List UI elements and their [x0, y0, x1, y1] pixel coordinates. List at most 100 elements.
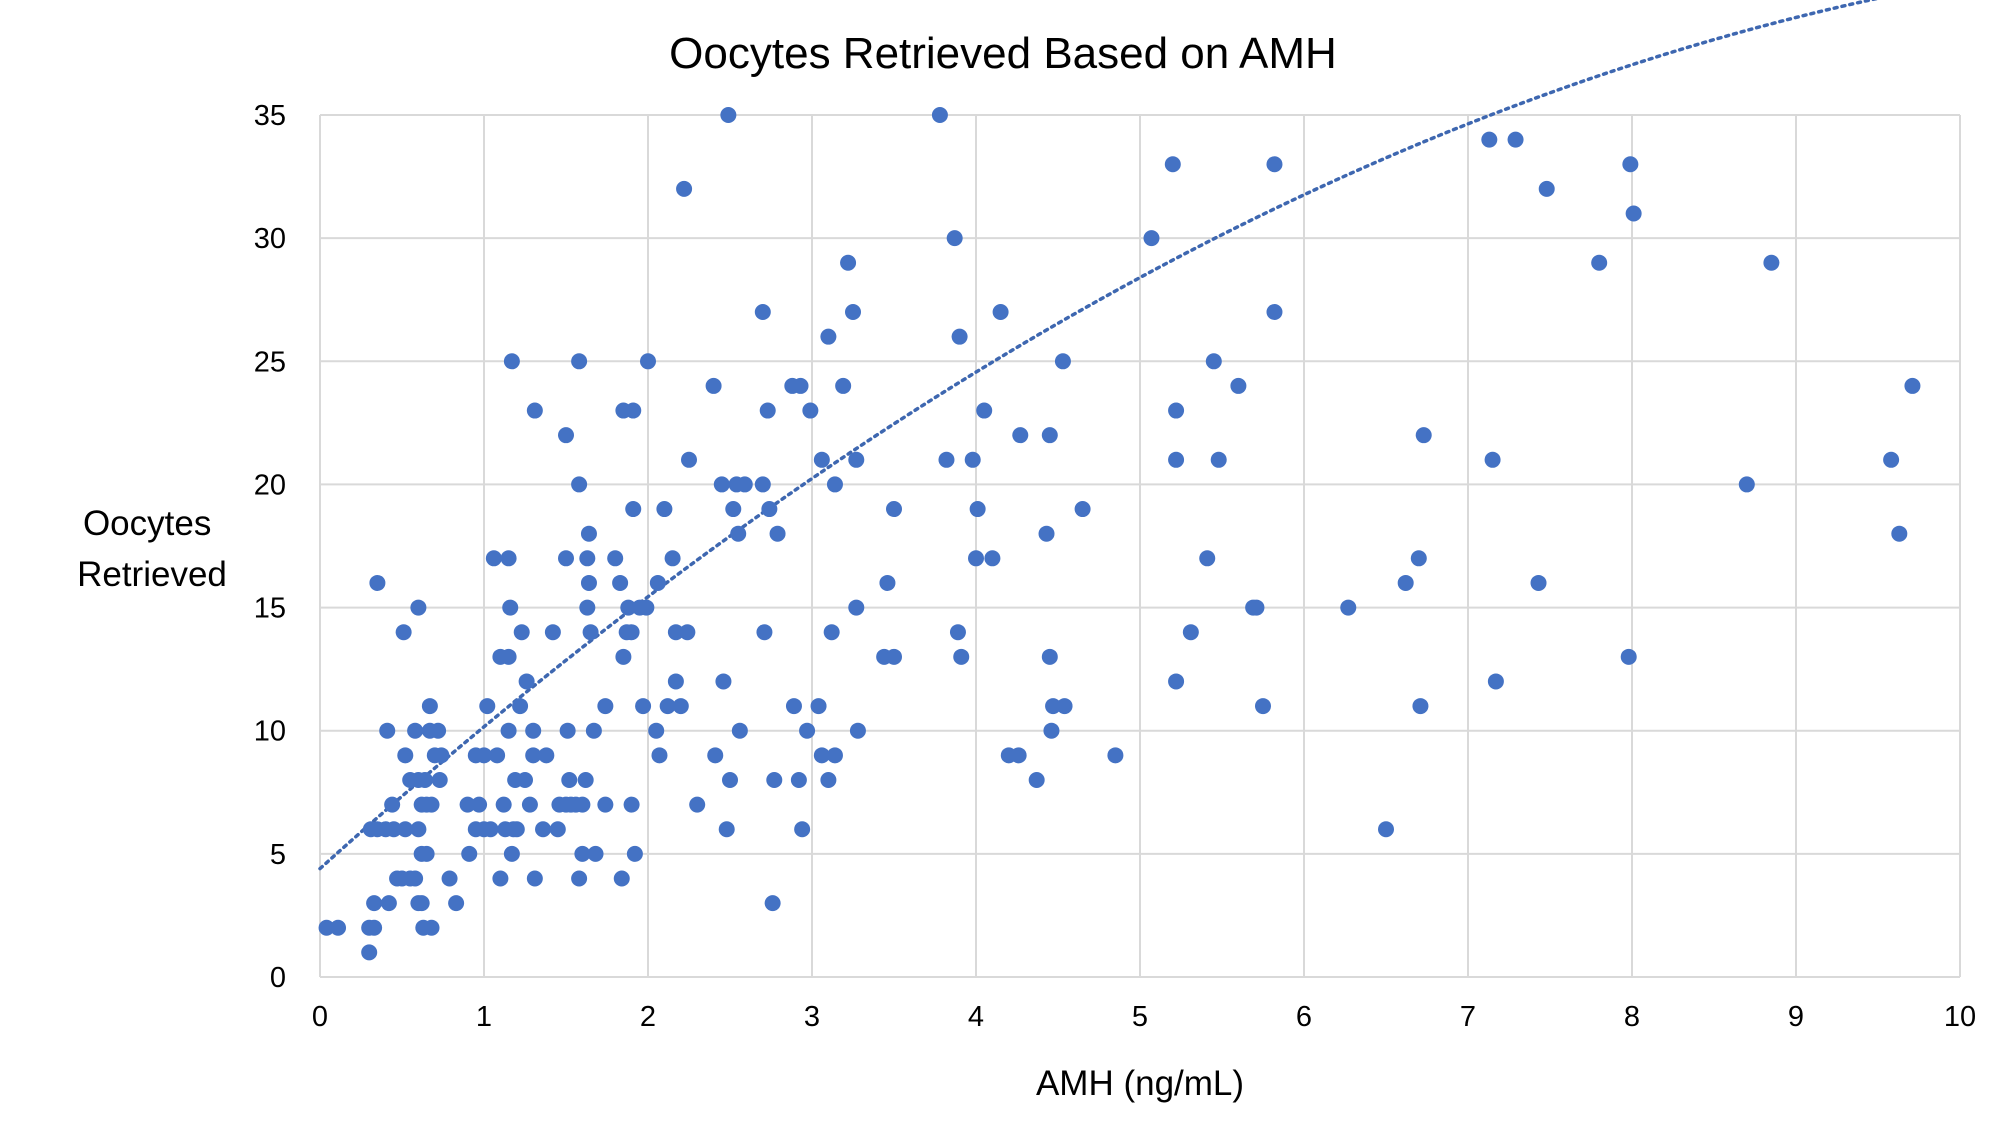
data-point: [535, 821, 552, 838]
data-point: [1538, 180, 1555, 197]
data-point: [848, 451, 865, 468]
data-point: [1074, 501, 1091, 518]
y-axis-label: Oocytes Retrieved: [77, 504, 227, 594]
data-point: [471, 796, 488, 813]
data-point: [1168, 451, 1185, 468]
data-point: [1507, 131, 1524, 148]
data-point: [1625, 205, 1642, 222]
data-point: [1010, 747, 1027, 764]
trendline: [318, 0, 1879, 871]
data-point: [513, 624, 530, 641]
data-point: [525, 722, 542, 739]
data-point: [1182, 624, 1199, 641]
data-point: [418, 845, 435, 862]
data-point: [366, 895, 383, 912]
data-point: [794, 821, 811, 838]
data-point: [1266, 156, 1283, 173]
data-point: [951, 328, 968, 345]
data-point: [395, 624, 412, 641]
data-point: [848, 599, 865, 616]
data-point: [1028, 771, 1045, 788]
data-point: [318, 919, 335, 936]
data-point: [1738, 476, 1755, 493]
y-axis-label-line-1: Oocytes: [83, 504, 211, 543]
y-axis-ticks: 0 5 10 15 20 25 30 35: [254, 100, 286, 994]
data-point: [835, 377, 852, 394]
data-point: [845, 304, 861, 321]
data-point: [810, 698, 827, 715]
data-point: [754, 476, 771, 493]
data-point: [813, 747, 830, 764]
data-point: [754, 304, 771, 321]
data-point: [502, 599, 519, 616]
x-tick-label: 5: [1132, 1001, 1148, 1033]
data-point: [635, 698, 652, 715]
data-point: [1230, 377, 1247, 394]
data-point: [638, 599, 655, 616]
data-point: [813, 451, 830, 468]
data-point: [681, 451, 697, 468]
data-point: [792, 377, 809, 394]
data-point: [886, 648, 902, 665]
data-point: [461, 845, 478, 862]
data-point: [500, 648, 517, 665]
data-point: [1143, 230, 1160, 247]
data-point: [1107, 747, 1124, 764]
data-point: [423, 796, 440, 813]
data-point: [931, 107, 948, 123]
data-point: [416, 771, 433, 788]
data-point: [648, 722, 665, 739]
data-point: [1591, 254, 1608, 271]
data-point: [574, 845, 591, 862]
data-point: [379, 722, 396, 739]
data-point: [785, 698, 802, 715]
data-point: [1530, 574, 1547, 591]
data-point: [441, 870, 458, 887]
data-point: [623, 796, 640, 813]
data-point: [730, 525, 747, 542]
data-point: [667, 673, 684, 690]
gridlines: [319, 114, 1961, 978]
data-point: [518, 673, 535, 690]
x-tick-label: 1: [476, 1001, 492, 1033]
data-point: [397, 747, 414, 764]
data-point: [718, 821, 735, 838]
data-point: [558, 550, 574, 567]
data-point: [549, 821, 566, 838]
data-point: [1248, 599, 1265, 616]
data-point: [649, 574, 666, 591]
data-point: [715, 673, 732, 690]
data-point: [559, 722, 576, 739]
data-point: [500, 550, 517, 567]
data-point: [526, 870, 543, 887]
data-point: [508, 821, 525, 838]
data-point: [707, 747, 724, 764]
data-point: [585, 722, 602, 739]
data-point: [1266, 304, 1283, 321]
data-point: [651, 747, 668, 764]
data-point: [656, 501, 673, 518]
data-point: [1205, 353, 1222, 370]
x-tick-label: 2: [640, 1001, 656, 1033]
data-point: [722, 771, 738, 788]
data-point: [489, 747, 506, 764]
data-point: [577, 771, 594, 788]
data-point: [1397, 574, 1414, 591]
data-point: [492, 870, 509, 887]
data-point: [1378, 821, 1394, 838]
data-point: [615, 648, 632, 665]
data-point: [503, 845, 520, 862]
data-point: [625, 501, 642, 518]
data-point: [689, 796, 706, 813]
data-point: [949, 624, 966, 641]
data-point: [984, 550, 1001, 567]
data-point: [964, 451, 981, 468]
data-point: [526, 402, 543, 419]
data-point: [969, 501, 986, 518]
data-point: [384, 796, 401, 813]
x-tick-label: 6: [1296, 1001, 1312, 1033]
data-point: [1041, 427, 1058, 444]
x-tick-label: 3: [804, 1001, 820, 1033]
